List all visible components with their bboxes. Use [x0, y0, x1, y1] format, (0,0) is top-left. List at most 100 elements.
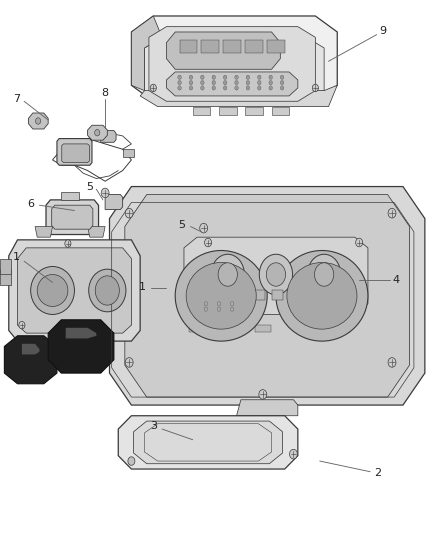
- Polygon shape: [272, 107, 289, 115]
- Circle shape: [269, 80, 272, 85]
- Polygon shape: [254, 290, 265, 300]
- Polygon shape: [184, 237, 368, 314]
- Polygon shape: [166, 32, 280, 69]
- Polygon shape: [28, 113, 48, 129]
- Ellipse shape: [31, 266, 74, 314]
- Circle shape: [223, 80, 227, 85]
- Circle shape: [204, 307, 208, 311]
- Circle shape: [230, 307, 234, 311]
- Polygon shape: [302, 290, 313, 300]
- Circle shape: [65, 240, 71, 247]
- Circle shape: [259, 390, 267, 399]
- Circle shape: [218, 263, 237, 286]
- Circle shape: [280, 86, 284, 90]
- Circle shape: [189, 86, 193, 90]
- Polygon shape: [35, 227, 53, 237]
- Circle shape: [35, 118, 41, 124]
- Polygon shape: [131, 16, 162, 91]
- Polygon shape: [118, 416, 298, 469]
- Circle shape: [189, 75, 193, 79]
- Polygon shape: [48, 320, 114, 373]
- Circle shape: [212, 75, 215, 79]
- Polygon shape: [245, 107, 263, 115]
- Circle shape: [290, 449, 297, 459]
- Polygon shape: [223, 40, 241, 53]
- Circle shape: [204, 302, 208, 306]
- Circle shape: [128, 457, 135, 465]
- Ellipse shape: [175, 251, 267, 341]
- Polygon shape: [180, 40, 197, 53]
- Polygon shape: [88, 125, 107, 140]
- Ellipse shape: [186, 263, 256, 329]
- Circle shape: [246, 75, 250, 79]
- Polygon shape: [61, 192, 79, 200]
- Circle shape: [269, 86, 272, 90]
- Circle shape: [178, 86, 181, 90]
- Circle shape: [189, 80, 193, 85]
- Text: 1: 1: [13, 252, 20, 262]
- Polygon shape: [193, 107, 210, 115]
- Polygon shape: [255, 325, 271, 332]
- Circle shape: [178, 75, 181, 79]
- Circle shape: [150, 84, 156, 92]
- Circle shape: [258, 75, 261, 79]
- Polygon shape: [123, 149, 134, 157]
- Circle shape: [388, 208, 396, 218]
- Text: 7: 7: [13, 94, 20, 103]
- Polygon shape: [131, 16, 337, 101]
- Polygon shape: [320, 290, 331, 300]
- Circle shape: [235, 75, 238, 79]
- Circle shape: [259, 254, 293, 295]
- Circle shape: [269, 75, 272, 79]
- Polygon shape: [88, 227, 105, 237]
- Polygon shape: [18, 248, 131, 333]
- Circle shape: [266, 263, 286, 286]
- Circle shape: [205, 238, 212, 247]
- Polygon shape: [125, 195, 410, 397]
- Circle shape: [125, 208, 133, 218]
- Polygon shape: [66, 328, 96, 338]
- Text: 4: 4: [393, 275, 400, 285]
- Circle shape: [246, 80, 250, 85]
- Polygon shape: [0, 259, 11, 274]
- Circle shape: [212, 86, 215, 90]
- Polygon shape: [189, 325, 205, 332]
- Circle shape: [101, 188, 109, 198]
- Polygon shape: [140, 85, 337, 107]
- Polygon shape: [149, 27, 315, 101]
- Ellipse shape: [287, 263, 357, 329]
- Circle shape: [280, 80, 284, 85]
- Circle shape: [258, 80, 261, 85]
- Circle shape: [201, 75, 204, 79]
- Circle shape: [212, 80, 215, 85]
- Circle shape: [307, 254, 341, 295]
- Polygon shape: [166, 72, 298, 96]
- Circle shape: [178, 80, 181, 85]
- Text: 8: 8: [102, 88, 109, 98]
- Circle shape: [230, 302, 234, 306]
- Polygon shape: [22, 344, 39, 354]
- Polygon shape: [134, 421, 283, 464]
- Polygon shape: [105, 195, 123, 209]
- Circle shape: [223, 86, 227, 90]
- Polygon shape: [299, 325, 314, 332]
- Polygon shape: [220, 325, 236, 332]
- Text: 5: 5: [86, 182, 93, 191]
- Circle shape: [356, 238, 363, 247]
- Circle shape: [217, 307, 221, 311]
- Text: 2: 2: [374, 469, 381, 478]
- Circle shape: [125, 358, 133, 367]
- Ellipse shape: [95, 276, 119, 305]
- Polygon shape: [62, 144, 89, 163]
- Circle shape: [223, 75, 227, 79]
- Text: 3: 3: [150, 422, 157, 431]
- Polygon shape: [237, 400, 298, 416]
- Polygon shape: [145, 37, 324, 101]
- Text: 6: 6: [27, 199, 34, 209]
- Polygon shape: [52, 205, 93, 229]
- Circle shape: [200, 223, 208, 233]
- Circle shape: [217, 302, 221, 306]
- Circle shape: [280, 75, 284, 79]
- Text: 1: 1: [139, 282, 146, 292]
- Circle shape: [201, 80, 204, 85]
